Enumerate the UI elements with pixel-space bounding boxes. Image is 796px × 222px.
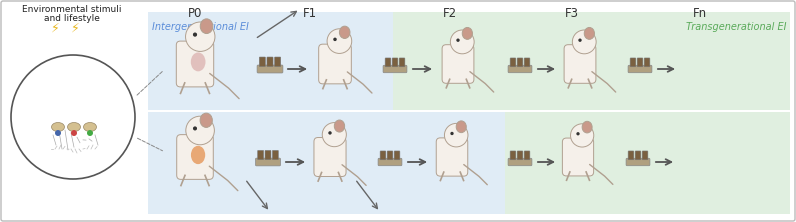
- FancyBboxPatch shape: [392, 58, 398, 67]
- FancyBboxPatch shape: [148, 12, 393, 110]
- Text: ⚡: ⚡: [51, 22, 60, 35]
- FancyBboxPatch shape: [257, 65, 283, 73]
- FancyBboxPatch shape: [508, 65, 532, 73]
- Circle shape: [87, 130, 93, 136]
- FancyBboxPatch shape: [177, 135, 213, 179]
- Circle shape: [327, 29, 352, 54]
- Circle shape: [456, 38, 460, 42]
- FancyBboxPatch shape: [275, 57, 281, 67]
- Ellipse shape: [191, 52, 205, 71]
- Circle shape: [328, 131, 332, 135]
- Ellipse shape: [584, 28, 595, 39]
- Circle shape: [571, 124, 594, 147]
- FancyBboxPatch shape: [564, 45, 596, 83]
- Circle shape: [579, 38, 582, 42]
- Text: alterations: alterations: [50, 105, 96, 113]
- Circle shape: [193, 126, 197, 131]
- Circle shape: [334, 38, 337, 41]
- Text: F3: F3: [565, 7, 579, 20]
- Circle shape: [55, 130, 61, 136]
- FancyBboxPatch shape: [387, 151, 393, 160]
- Text: P0: P0: [188, 7, 202, 20]
- Circle shape: [576, 132, 579, 135]
- FancyBboxPatch shape: [525, 58, 530, 67]
- FancyBboxPatch shape: [256, 158, 280, 166]
- Ellipse shape: [201, 19, 213, 34]
- FancyBboxPatch shape: [394, 151, 400, 160]
- Circle shape: [451, 132, 454, 135]
- FancyBboxPatch shape: [563, 138, 594, 176]
- FancyBboxPatch shape: [637, 58, 643, 67]
- FancyBboxPatch shape: [510, 58, 516, 67]
- Ellipse shape: [68, 123, 80, 131]
- FancyBboxPatch shape: [517, 151, 523, 160]
- Text: F2: F2: [443, 7, 457, 20]
- Text: Environmental stimuli: Environmental stimuli: [22, 5, 122, 14]
- Ellipse shape: [191, 146, 205, 164]
- Circle shape: [444, 123, 468, 147]
- FancyBboxPatch shape: [318, 44, 351, 84]
- FancyBboxPatch shape: [628, 151, 634, 160]
- FancyBboxPatch shape: [258, 151, 263, 160]
- Circle shape: [11, 55, 135, 179]
- Text: F1: F1: [303, 7, 317, 20]
- Text: Intergenerational EI: Intergenerational EI: [152, 22, 249, 32]
- FancyBboxPatch shape: [525, 151, 530, 160]
- FancyBboxPatch shape: [436, 138, 468, 176]
- FancyBboxPatch shape: [644, 58, 650, 67]
- FancyBboxPatch shape: [265, 151, 271, 160]
- FancyBboxPatch shape: [630, 58, 636, 67]
- Circle shape: [185, 22, 215, 52]
- FancyBboxPatch shape: [148, 112, 505, 214]
- FancyBboxPatch shape: [314, 137, 346, 176]
- Text: Transgenerational EI: Transgenerational EI: [685, 22, 786, 32]
- FancyBboxPatch shape: [508, 158, 532, 166]
- FancyBboxPatch shape: [383, 65, 407, 73]
- FancyBboxPatch shape: [267, 57, 273, 67]
- FancyBboxPatch shape: [380, 151, 386, 160]
- Circle shape: [185, 116, 214, 145]
- Ellipse shape: [456, 121, 466, 133]
- Circle shape: [451, 30, 474, 54]
- FancyBboxPatch shape: [517, 58, 523, 67]
- Ellipse shape: [339, 26, 350, 38]
- Circle shape: [322, 123, 346, 147]
- FancyBboxPatch shape: [442, 45, 474, 83]
- Circle shape: [572, 30, 596, 54]
- FancyBboxPatch shape: [385, 58, 391, 67]
- Ellipse shape: [334, 120, 345, 132]
- Text: Epigenetic: Epigenetic: [50, 93, 96, 101]
- FancyBboxPatch shape: [272, 151, 279, 160]
- FancyBboxPatch shape: [378, 158, 402, 166]
- Text: Fn: Fn: [693, 7, 707, 20]
- FancyBboxPatch shape: [628, 65, 652, 73]
- Ellipse shape: [582, 121, 592, 133]
- FancyBboxPatch shape: [399, 58, 405, 67]
- Text: ⚡: ⚡: [71, 22, 80, 35]
- FancyBboxPatch shape: [510, 151, 516, 160]
- FancyBboxPatch shape: [626, 158, 650, 166]
- FancyBboxPatch shape: [505, 112, 790, 214]
- Ellipse shape: [84, 123, 96, 131]
- Text: and lifestyle: and lifestyle: [44, 14, 100, 23]
- FancyBboxPatch shape: [176, 41, 213, 87]
- Ellipse shape: [462, 28, 473, 39]
- FancyBboxPatch shape: [393, 12, 790, 110]
- FancyBboxPatch shape: [259, 57, 265, 67]
- Circle shape: [71, 130, 77, 136]
- FancyBboxPatch shape: [642, 151, 648, 160]
- Ellipse shape: [52, 123, 64, 131]
- FancyBboxPatch shape: [635, 151, 641, 160]
- Ellipse shape: [200, 113, 213, 127]
- Circle shape: [193, 32, 197, 37]
